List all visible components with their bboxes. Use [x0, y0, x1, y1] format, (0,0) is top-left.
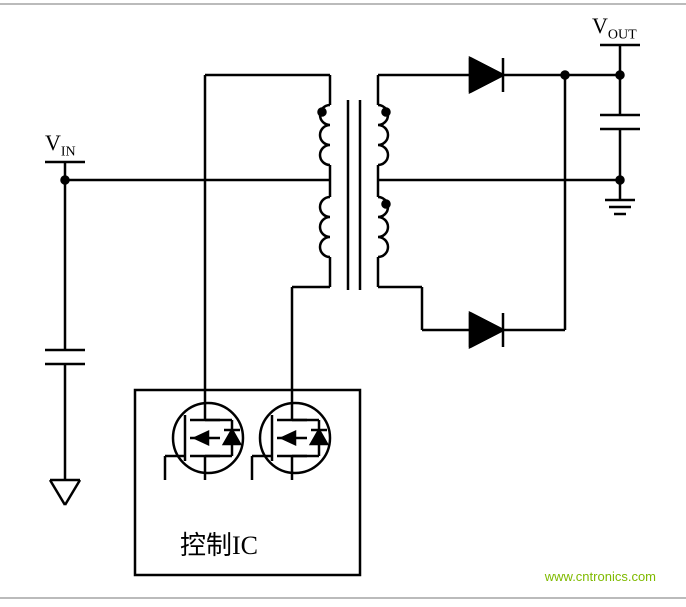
watermark: www.cntronics.com [545, 569, 656, 584]
vout-text: V [592, 13, 608, 38]
vin-label: VIN [45, 130, 76, 160]
vout-label: VOUT [592, 13, 637, 43]
vout-sub: OUT [608, 27, 637, 42]
circuit-diagram: VIN VOUT 控制IC www.cntronics.com [0, 0, 686, 602]
circuit-svg [0, 0, 686, 602]
control-ic-label: 控制IC [180, 525, 258, 562]
vin-sub: IN [61, 144, 76, 159]
vin-text: V [45, 130, 61, 155]
